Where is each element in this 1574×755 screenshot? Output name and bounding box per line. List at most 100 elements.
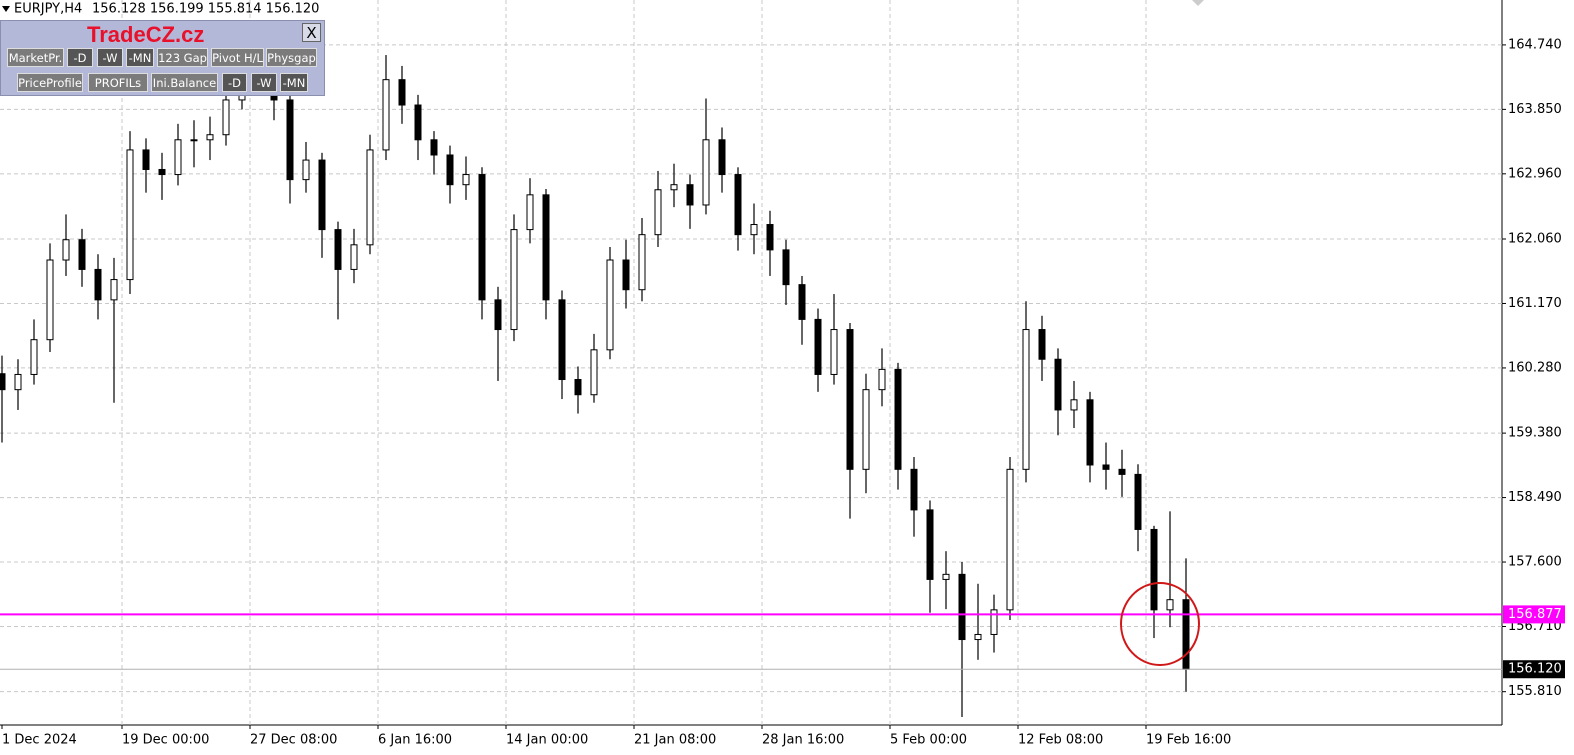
grid	[0, 0, 1502, 725]
scroll-marker	[1192, 0, 1204, 6]
candle-body	[862, 389, 870, 470]
x-tick-label: 19 Dec 00:00	[122, 733, 209, 748]
candle-body	[30, 339, 38, 375]
panel-button[interactable]: -W	[251, 73, 277, 92]
candle-body	[990, 609, 998, 635]
candle-body	[174, 139, 182, 176]
y-tick-label: 161.170	[1508, 296, 1562, 311]
candle-body	[0, 373, 6, 391]
candle-body	[654, 189, 662, 236]
candle-body	[974, 633, 982, 641]
y-tick-label: 164.740	[1508, 37, 1562, 52]
candle-body	[782, 249, 790, 286]
candle-body	[414, 104, 422, 141]
candle-body	[766, 224, 774, 251]
last-price-label: 156.120	[1508, 662, 1562, 677]
menu-arrow	[2, 6, 10, 12]
candle-body	[798, 284, 806, 320]
candle-body	[558, 299, 566, 381]
panel-button[interactable]: Pivot H/L	[211, 48, 264, 67]
y-tick-label: 158.490	[1508, 490, 1562, 505]
candle-body	[942, 573, 950, 580]
candle-body	[590, 349, 598, 396]
annotation-circle	[1120, 582, 1200, 666]
level-label: 156.877	[1508, 607, 1562, 622]
candle-body	[814, 318, 822, 375]
y-tick-label: 162.060	[1508, 232, 1562, 247]
y-tick-label: 160.280	[1508, 360, 1562, 375]
panel-button[interactable]: -MN	[126, 48, 154, 67]
candle-body	[14, 373, 22, 391]
candle-body	[926, 509, 934, 580]
panel-button[interactable]: -D	[67, 48, 93, 67]
candle-body	[574, 379, 582, 396]
x-tick-label: 19 Feb 16:00	[1146, 733, 1231, 748]
candle-body	[718, 139, 726, 176]
candle-body	[382, 79, 390, 151]
x-tick-label: 14 Jan 00:00	[506, 733, 588, 748]
x-tick-label: 27 Dec 08:00	[250, 733, 337, 748]
panel-button[interactable]: PROFILs	[88, 73, 148, 92]
candle-body	[158, 168, 166, 176]
panel-button[interactable]: -W	[97, 48, 123, 67]
candle-body	[222, 99, 230, 136]
candle-body	[62, 239, 70, 261]
panel-button[interactable]: Physgap	[266, 48, 317, 67]
candle-body	[1006, 468, 1014, 611]
candle-body	[430, 139, 438, 156]
panel-button[interactable]: Ini.Balance	[151, 73, 218, 92]
candle-body	[1102, 464, 1110, 470]
candle-body	[1022, 329, 1030, 470]
x-tick-label: 1 Dec 2024	[2, 733, 77, 748]
x-tick-label: 21 Jan 08:00	[634, 733, 716, 748]
candle-body	[286, 99, 294, 181]
candle-body	[910, 468, 918, 511]
panel-button[interactable]: PriceProfile	[17, 73, 83, 92]
candle-body	[750, 224, 758, 236]
indicator-panel: TradeCZ.cz X MarketPr. -D -W -MN 123 Gap Pivo…	[0, 20, 325, 96]
panel-button[interactable]: -D	[222, 73, 247, 92]
candle-body	[494, 299, 502, 331]
last-price-box	[1503, 660, 1565, 679]
candle-body	[686, 184, 694, 206]
panel-button[interactable]: MarketPr.	[7, 48, 64, 67]
panel-button[interactable]: -MN	[280, 73, 308, 92]
candle-body	[78, 239, 86, 270]
candle-body	[1118, 468, 1126, 475]
close-button[interactable]: X	[302, 23, 321, 42]
x-tick-label: 6 Jan 16:00	[378, 733, 452, 748]
candle-body	[958, 573, 966, 641]
candle-body	[302, 159, 310, 181]
panel-button[interactable]: 123 Gap	[157, 48, 208, 67]
y-tick-label: 163.850	[1508, 102, 1562, 117]
symbol: EURJPY,H4	[14, 2, 82, 17]
level-box	[1503, 605, 1565, 624]
candle-body	[702, 139, 710, 206]
candle-body	[478, 174, 486, 301]
candle-body	[846, 329, 854, 470]
candle-body	[526, 194, 534, 231]
candle-body	[622, 259, 630, 291]
candle-body	[606, 259, 614, 351]
y-tick-label: 157.600	[1508, 555, 1562, 570]
candle-body	[1054, 358, 1062, 411]
x-tick-label: 5 Feb 00:00	[890, 733, 967, 748]
candle-body	[1166, 599, 1174, 611]
y-tick-label: 155.810	[1508, 684, 1562, 699]
candle-body	[398, 79, 406, 106]
candle-body	[206, 134, 214, 141]
candle-body	[350, 244, 358, 270]
candle-body	[46, 259, 54, 341]
candle-body	[142, 149, 150, 170]
candle-body	[462, 174, 470, 186]
candle-body	[542, 194, 550, 301]
y-tick-label: 162.960	[1508, 166, 1562, 181]
candle-body	[318, 159, 326, 231]
candle-body	[190, 139, 198, 142]
candle-body	[1134, 473, 1142, 530]
quote: 156.128 156.199 155.814 156.120	[92, 2, 319, 17]
candle-body	[734, 174, 742, 236]
panel-title: TradeCZ.cz	[87, 22, 205, 47]
candle-body	[670, 184, 678, 191]
